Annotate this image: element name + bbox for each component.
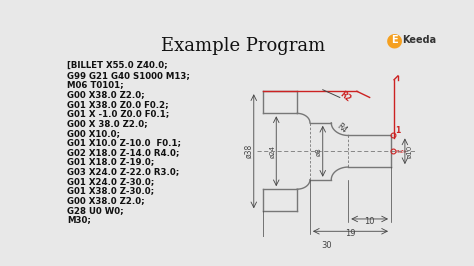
Text: 10: 10 xyxy=(365,217,375,226)
Text: ø38: ø38 xyxy=(245,144,254,158)
Text: G02 X18.0 Z-14.0 R4.0;: G02 X18.0 Z-14.0 R4.0; xyxy=(67,148,179,157)
Text: G03 X24.0 Z-22.0 R3.0;: G03 X24.0 Z-22.0 R3.0; xyxy=(67,167,179,176)
Text: G28 U0 W0;: G28 U0 W0; xyxy=(67,206,124,215)
Text: G01 X -1.0 Z0.0 F0.1;: G01 X -1.0 Z0.0 F0.1; xyxy=(67,109,169,118)
Text: M30;: M30; xyxy=(67,215,91,224)
Text: ø24: ø24 xyxy=(269,145,275,158)
Text: G01 X10.0 Z-10.0  F0.1;: G01 X10.0 Z-10.0 F0.1; xyxy=(67,138,181,147)
Text: G01 X18.0 Z-19.0;: G01 X18.0 Z-19.0; xyxy=(67,157,154,167)
Text: [BILLET X55.0 Z40.0;: [BILLET X55.0 Z40.0; xyxy=(67,61,168,70)
Text: ø10: ø10 xyxy=(406,145,412,158)
Text: G01 X24.0 Z-30.0;: G01 X24.0 Z-30.0; xyxy=(67,177,154,186)
Text: G00 X38.0 Z2.0;: G00 X38.0 Z2.0; xyxy=(67,196,145,205)
Text: G00 X 38.0 Z2.0;: G00 X 38.0 Z2.0; xyxy=(67,119,147,128)
Text: Keeda: Keeda xyxy=(402,35,437,45)
Text: 19: 19 xyxy=(345,229,356,238)
Text: R2: R2 xyxy=(337,89,352,103)
Text: G00 X10.0;: G00 X10.0; xyxy=(67,128,120,138)
Text: r₁z₀: r₁z₀ xyxy=(396,149,407,154)
Text: 30: 30 xyxy=(322,241,332,250)
Text: G99 G21 G40 S1000 M13;: G99 G21 G40 S1000 M13; xyxy=(67,71,190,80)
Text: R4: R4 xyxy=(335,122,349,135)
Text: G01 X38.0 Z-30.0;: G01 X38.0 Z-30.0; xyxy=(67,186,154,195)
Text: G01 X38.0 Z0.0 F0.2;: G01 X38.0 Z0.0 F0.2; xyxy=(67,100,169,109)
Text: 1: 1 xyxy=(396,126,401,135)
Text: Example Program: Example Program xyxy=(161,37,325,55)
Text: ø8: ø8 xyxy=(316,147,322,156)
Text: G00 X38.0 Z2.0;: G00 X38.0 Z2.0; xyxy=(67,90,145,99)
Text: E: E xyxy=(391,35,397,45)
Text: M06 T0101;: M06 T0101; xyxy=(67,80,124,89)
Text: ●: ● xyxy=(385,30,402,49)
